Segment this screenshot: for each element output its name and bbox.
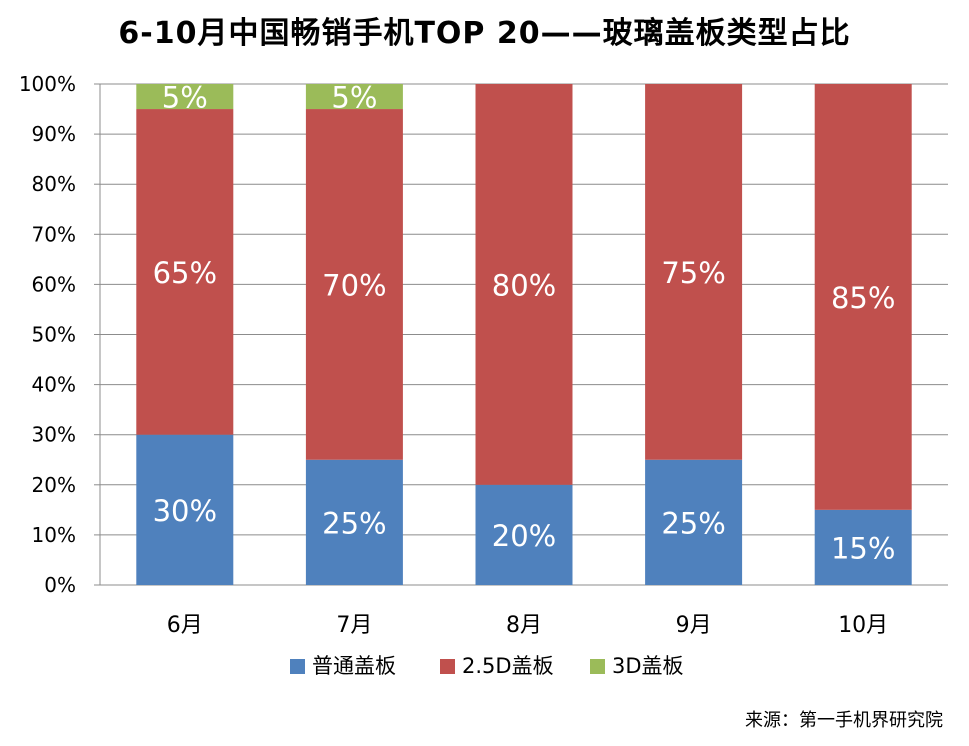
y-tick-label: 10%: [32, 523, 76, 547]
data-label: 25%: [322, 506, 386, 540]
chart-title: 6-10月中国畅销手机TOP 20——玻璃盖板类型占比: [118, 16, 851, 51]
y-tick-label: 80%: [32, 172, 76, 196]
x-tick-label: 10月: [838, 613, 888, 638]
data-label: 80%: [492, 268, 556, 302]
legend-label: 2.5D盖板: [462, 654, 554, 678]
y-tick-label: 50%: [32, 323, 76, 347]
data-label: 30%: [153, 494, 217, 528]
x-tick-label: 6月: [167, 613, 203, 638]
bar-segment: [814, 509, 912, 585]
bar-segment: [645, 84, 743, 460]
bar-segment: [136, 84, 234, 110]
y-tick-label: 60%: [32, 272, 76, 296]
bar-segment: [305, 109, 403, 460]
bar-segment: [645, 459, 743, 585]
bar-segment: [305, 459, 403, 585]
data-label: 20%: [492, 519, 556, 553]
legend-swatch: [440, 659, 455, 674]
data-label: 5%: [331, 81, 377, 115]
bar-segment: [305, 84, 403, 110]
legend-swatch: [590, 659, 605, 674]
x-tick-label: 7月: [336, 613, 372, 638]
bar-segment: [136, 434, 234, 585]
y-tick-label: 40%: [32, 373, 76, 397]
data-label: 85%: [831, 281, 895, 315]
data-label: 25%: [661, 506, 725, 540]
x-tick-label: 9月: [676, 613, 712, 638]
data-label: 5%: [162, 81, 208, 115]
source-note: 来源：第一手机界研究院: [745, 710, 943, 731]
bar-segment: [475, 484, 573, 585]
y-tick-label: 0%: [44, 573, 76, 597]
y-tick-label: 100%: [19, 72, 76, 96]
bar-segment: [136, 109, 234, 435]
y-tick-label: 20%: [32, 473, 76, 497]
bar-segment: [475, 84, 573, 485]
legend-label: 3D盖板: [612, 654, 684, 678]
legend-label: 普通盖板: [312, 654, 396, 678]
data-label: 70%: [322, 268, 386, 302]
bar-segment: [814, 84, 912, 510]
y-tick-label: 90%: [32, 122, 76, 146]
y-tick-label: 30%: [32, 423, 76, 447]
data-label: 75%: [661, 256, 725, 290]
data-label: 65%: [153, 256, 217, 290]
y-tick-label: 70%: [32, 222, 76, 246]
x-tick-label: 8月: [506, 613, 542, 638]
legend-swatch: [290, 659, 305, 674]
data-label: 15%: [831, 531, 895, 565]
